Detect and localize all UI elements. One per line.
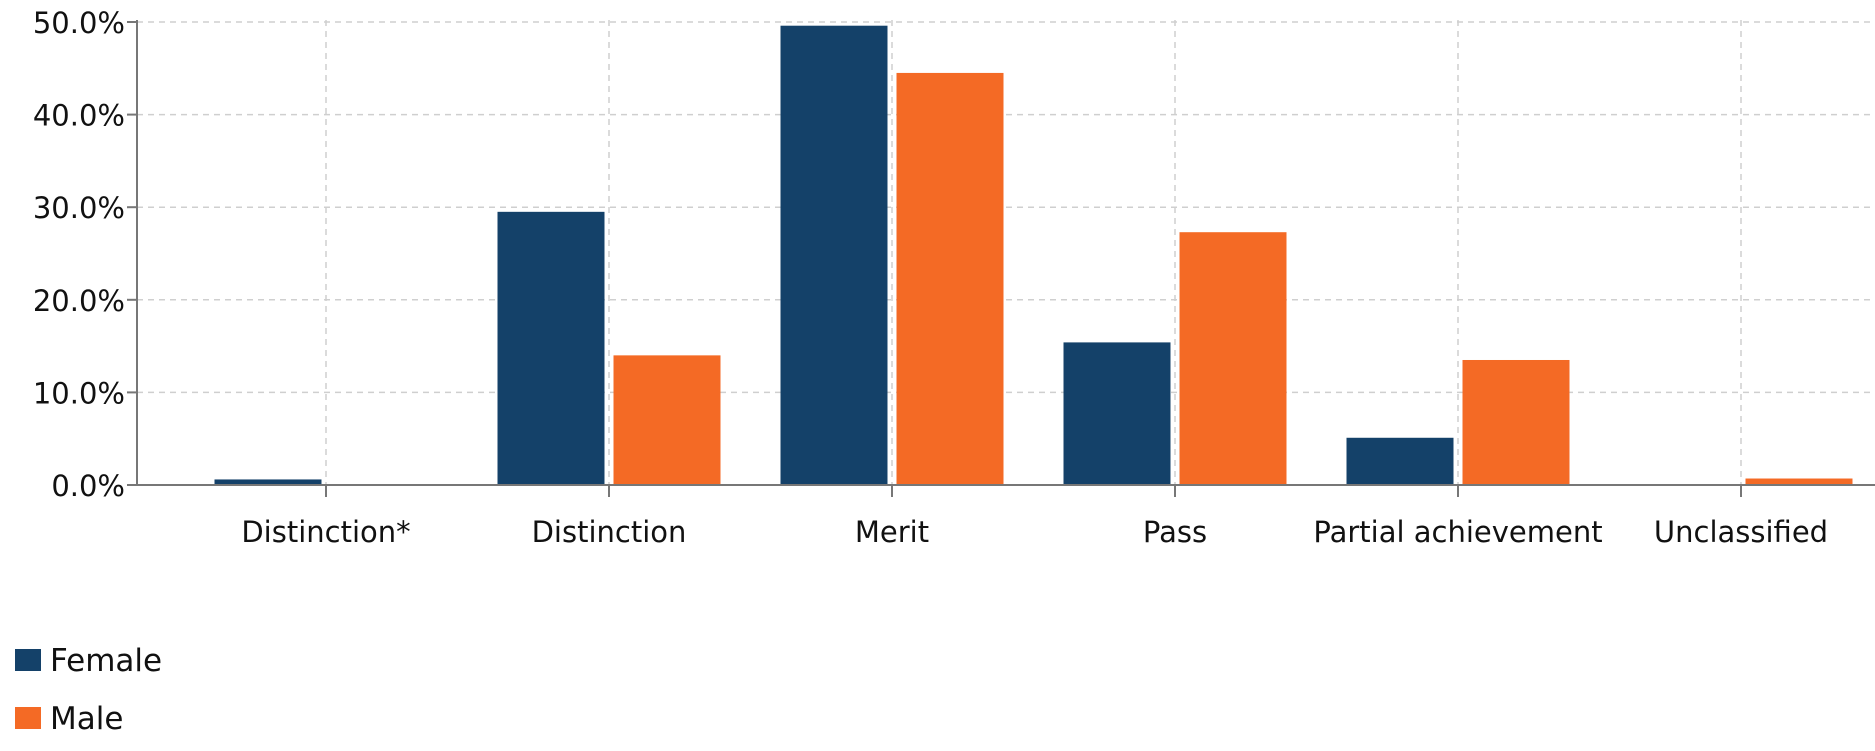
axes: 0.0% 10.0% 20.0% 30.0% 40.0% 50.0% Distinction… xyxy=(33,6,1875,549)
x-tick-label: Partial achievement xyxy=(1313,515,1602,549)
y-tick-label: 50.0% xyxy=(33,6,125,40)
legend-swatch-male xyxy=(15,707,41,729)
x-tick-label: Pass xyxy=(1143,515,1207,549)
y-tick-label: 10.0% xyxy=(33,376,125,410)
bar-female xyxy=(497,211,605,485)
x-tick-label: Merit xyxy=(855,515,929,549)
bar-male xyxy=(896,72,1004,486)
bar-female xyxy=(780,25,888,485)
bar-female xyxy=(1346,437,1454,485)
bar-male xyxy=(613,355,721,485)
legend-swatch-female xyxy=(15,649,41,671)
bar-male xyxy=(1179,232,1287,485)
bar-male xyxy=(1745,478,1853,485)
grid-lines xyxy=(137,20,1875,485)
y-tick-label: 0.0% xyxy=(51,469,125,503)
x-tick-label: Distinction xyxy=(532,515,687,549)
x-tick-label: Unclassified xyxy=(1654,515,1828,549)
legend: Female Male xyxy=(15,643,162,737)
y-tick-label: 40.0% xyxy=(33,99,125,133)
bar-series xyxy=(214,25,1853,486)
y-tick-label: 30.0% xyxy=(33,191,125,225)
y-tick-label: 20.0% xyxy=(33,284,125,318)
bar-female xyxy=(1063,342,1171,485)
bar-male xyxy=(1462,359,1570,485)
legend-label-female: Female xyxy=(50,643,162,679)
x-tick-label: Distinction* xyxy=(241,515,410,549)
legend-label-male: Male xyxy=(50,701,123,737)
bar-female xyxy=(214,479,322,485)
